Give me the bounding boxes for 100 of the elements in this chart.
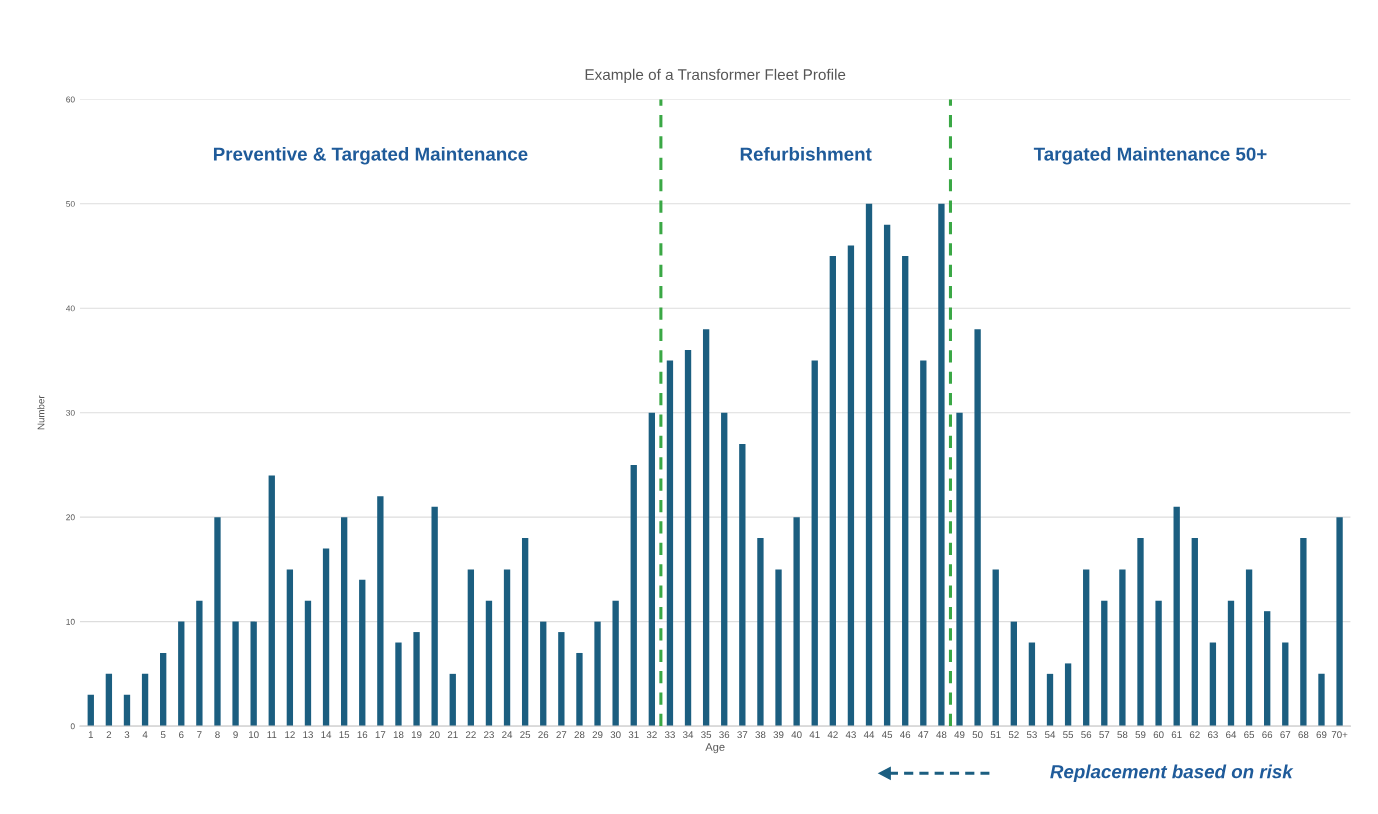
bar bbox=[467, 569, 475, 727]
x-tick-label: 43 bbox=[845, 731, 856, 739]
x-tick-label: 33 bbox=[664, 731, 675, 739]
bar bbox=[956, 412, 963, 727]
x-tick-label: 17 bbox=[375, 731, 386, 738]
bar bbox=[377, 496, 384, 727]
bar bbox=[540, 621, 547, 727]
x-tick-label: 26 bbox=[538, 731, 549, 739]
x-tick-label: 13 bbox=[303, 731, 313, 739]
x-tick-label: 69 bbox=[1316, 731, 1327, 739]
x-axis-title: Age bbox=[705, 743, 725, 754]
x-tick-label: 20 bbox=[429, 731, 440, 739]
annotation: Preventive & Targated Maintenance bbox=[213, 146, 528, 165]
x-tick-label: 18 bbox=[393, 731, 404, 739]
bar bbox=[1137, 538, 1144, 727]
x-tick-label: 16 bbox=[357, 731, 368, 739]
bar bbox=[521, 538, 529, 727]
x-tick-label: 2 bbox=[106, 731, 112, 738]
bar bbox=[160, 652, 167, 727]
bar bbox=[1318, 673, 1325, 727]
bar bbox=[250, 621, 257, 727]
bar bbox=[1300, 538, 1307, 727]
x-tick-label: 38 bbox=[755, 731, 766, 739]
bar bbox=[268, 475, 275, 727]
chart-title: Example of a Transformer Fleet Profile bbox=[585, 68, 846, 84]
bar bbox=[141, 673, 149, 727]
x-tick-label: 58 bbox=[1117, 731, 1128, 739]
x-tick-label: 60 bbox=[1153, 731, 1164, 739]
x-tick-label: 44 bbox=[863, 731, 875, 738]
x-tick-label: 39 bbox=[773, 731, 784, 739]
bar bbox=[666, 360, 674, 727]
x-tick-label: 65 bbox=[1244, 731, 1255, 739]
x-tick-label: 61 bbox=[1171, 731, 1182, 739]
bar bbox=[938, 203, 945, 727]
x-tick-label: 34 bbox=[683, 731, 694, 739]
x-tick-label: 21 bbox=[447, 731, 458, 738]
bar bbox=[648, 412, 655, 727]
bar bbox=[1155, 600, 1162, 727]
bar bbox=[485, 600, 493, 727]
x-tick-label: 49 bbox=[954, 731, 965, 739]
x-tick-label: 36 bbox=[719, 731, 730, 739]
x-tick-label: 59 bbox=[1135, 731, 1146, 739]
x-tick-label: 46 bbox=[900, 731, 911, 739]
x-tick-label: 64 bbox=[1226, 731, 1237, 739]
bar bbox=[431, 506, 438, 727]
y-tick-label: 30 bbox=[66, 409, 75, 416]
y-tick-label: 60 bbox=[66, 96, 75, 103]
bar bbox=[1282, 642, 1289, 727]
x-tick-label: 45 bbox=[881, 731, 893, 739]
bar bbox=[1173, 506, 1180, 727]
annotation: Targated Maintenance 50+ bbox=[1033, 146, 1267, 165]
bar bbox=[413, 632, 420, 727]
bar bbox=[359, 579, 366, 727]
bar bbox=[684, 350, 692, 727]
x-tick-label: 15 bbox=[339, 731, 350, 739]
x-tick-label: 22 bbox=[465, 731, 476, 738]
bar bbox=[105, 673, 113, 727]
bar bbox=[196, 600, 203, 727]
y-tick-label: 0 bbox=[70, 723, 75, 730]
bar bbox=[322, 548, 330, 727]
bar bbox=[920, 360, 927, 727]
x-tick-label: 68 bbox=[1298, 731, 1309, 739]
bar bbox=[992, 569, 999, 727]
y-tick-label: 50 bbox=[66, 200, 75, 207]
x-tick-label: 23 bbox=[484, 731, 494, 739]
bar bbox=[739, 444, 746, 727]
x-tick-label: 50 bbox=[972, 731, 983, 739]
x-tick-label: 7 bbox=[197, 731, 202, 738]
bar bbox=[1209, 642, 1217, 727]
x-tick-label: 37 bbox=[737, 731, 748, 739]
bar bbox=[594, 621, 601, 727]
bar bbox=[829, 256, 836, 727]
bar bbox=[503, 569, 511, 727]
bar bbox=[1336, 517, 1343, 727]
x-tick-label: 14 bbox=[321, 731, 332, 738]
x-tick-label: 35 bbox=[701, 731, 712, 739]
x-tick-label: 29 bbox=[592, 731, 603, 739]
bar bbox=[558, 632, 565, 727]
x-tick-label: 42 bbox=[827, 731, 838, 738]
bar bbox=[449, 673, 456, 727]
x-tick-label: 51 bbox=[990, 731, 1001, 739]
x-tick-label: 1 bbox=[88, 731, 94, 738]
x-tick-label: 28 bbox=[574, 731, 585, 739]
bar bbox=[395, 642, 402, 727]
x-tick-label: 52 bbox=[1008, 731, 1019, 739]
x-tick-label: 30 bbox=[610, 731, 621, 739]
bar bbox=[1245, 569, 1253, 727]
bar bbox=[1227, 600, 1235, 727]
x-tick-label: 63 bbox=[1207, 731, 1218, 739]
x-tick-label: 54 bbox=[1044, 731, 1056, 739]
bar bbox=[123, 694, 131, 727]
bar bbox=[232, 621, 239, 727]
bar bbox=[1046, 673, 1054, 727]
y-tick-label: 20 bbox=[66, 514, 75, 521]
bar bbox=[793, 517, 800, 727]
x-tick-label: 25 bbox=[520, 731, 531, 739]
x-tick-label: 40 bbox=[791, 731, 802, 739]
bar bbox=[214, 517, 221, 727]
x-tick-label: 12 bbox=[285, 731, 295, 738]
bar bbox=[974, 329, 981, 727]
